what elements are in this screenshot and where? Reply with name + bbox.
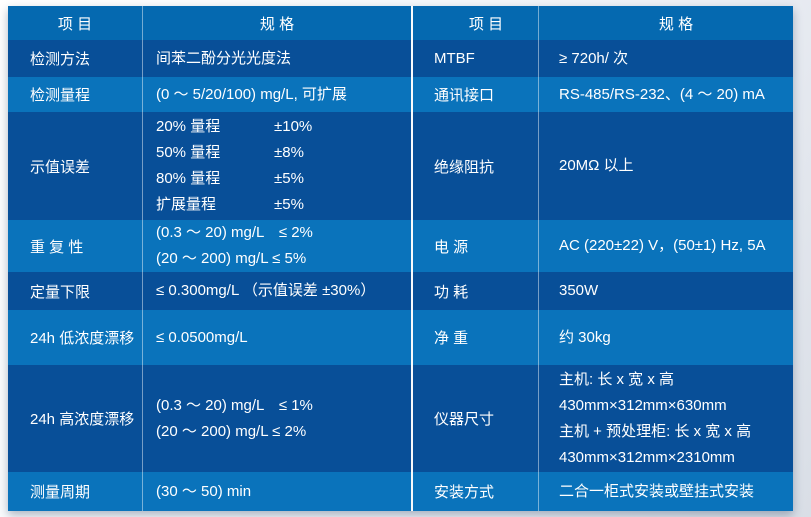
table-row: 仪器尺寸 主机: 长 x 宽 x 高 430mm×312mm×630mm 主机 + 预… xyxy=(413,365,793,472)
spec-line-label: 80% 量程 xyxy=(156,170,221,187)
table-row: 24h 高浓度漂移 (0.3 ～ 20) mg/L ≤ 1% (20 ～ 200) … xyxy=(8,365,411,472)
spec-line-value: ±5% xyxy=(274,196,304,213)
table-row: 功 耗 350W xyxy=(413,272,793,310)
item-cell: 通讯接口 xyxy=(413,77,539,112)
item-cell: 定量下限 xyxy=(8,272,143,310)
spec-cell: ≤ 0.0500mg/L xyxy=(143,310,411,365)
spec-cell: ≥ 720h/ 次 xyxy=(539,40,793,77)
table-right-rows: MTBF ≥ 720h/ 次通讯接口 RS-485/RS-232、(4 ～ 20) … xyxy=(413,40,793,511)
table-row: MTBF ≥ 720h/ 次 xyxy=(413,40,793,77)
item-cell: MTBF xyxy=(413,40,539,77)
spec-line: ≤ 0.300mg/L （示值误差 ±30%） xyxy=(156,282,376,299)
item-cell: 仪器尺寸 xyxy=(413,365,539,472)
spec-line: 间苯二酚分光光度法 xyxy=(156,49,292,67)
spec-line-label: 50% 量程 xyxy=(156,144,221,161)
item-cell: 24h 高浓度漂移 xyxy=(8,365,143,472)
spec-line: 350W xyxy=(559,282,599,299)
spec-cell: 间苯二酚分光光度法 xyxy=(143,40,411,77)
table-row: 绝缘阻抗 20MΩ 以上 xyxy=(413,112,793,220)
table-header-row: 项 目 规 格 xyxy=(8,6,411,40)
spec-line-label: 20% 量程 xyxy=(156,118,221,135)
item-cell: 净 重 xyxy=(413,310,539,365)
table-row: 重 复 性 (0.3 ～ 20) mg/L ≤ 2% (20 ～ 200) mg/L… xyxy=(8,220,411,272)
item-cell: 检测量程 xyxy=(8,77,143,112)
spec-cell: 20MΩ 以上 xyxy=(539,112,793,220)
spec-cell: (0.3 ～ 20) mg/L ≤ 1% (20 ～ 200) mg/L ≤ 2% xyxy=(143,365,411,472)
item-cell: 绝缘阻抗 xyxy=(413,112,539,220)
spec-line: (30 ～ 50) min xyxy=(156,482,252,500)
table-row: 24h 低浓度漂移 ≤ 0.0500mg/L xyxy=(8,310,411,365)
spec-line: 80% 量程 ±5% xyxy=(156,166,407,192)
table-row: 检测量程 (0 ～ 5/20/100) mg/L, 可扩展 xyxy=(8,77,411,112)
spec-line-value: ±8% xyxy=(274,144,304,161)
spec-line: (20 ～ 200) mg/L ≤ 2% xyxy=(156,422,307,440)
table-row: 示值误差 20% 量程 ±10% 50% 量程 ±8% 80% 量程 ±5% 扩展量程 ±5% xyxy=(8,112,411,220)
item-cell: 检测方法 xyxy=(8,40,143,77)
spec-cell: RS-485/RS-232、(4 ～ 20) mA xyxy=(539,77,793,112)
spec-cell: (0 ～ 5/20/100) mg/L, 可扩展 xyxy=(143,77,411,112)
spec-line: AC (220±22) V，(50±1) Hz, 5A xyxy=(559,237,766,254)
table-row: 检测方法 间苯二酚分光光度法 xyxy=(8,40,411,77)
spec-line: 扩展量程 ±5% xyxy=(156,192,407,218)
spec-line: 约 30kg xyxy=(559,328,611,346)
spec-cell: (30 ～ 50) min xyxy=(143,472,411,511)
spec-line: ≥ 720h/ 次 xyxy=(559,49,629,67)
spec-cell: 20% 量程 ±10% 50% 量程 ±8% 80% 量程 ±5% 扩展量程 ±5% xyxy=(143,112,411,220)
spec-cell: 350W xyxy=(539,272,793,310)
spec-cell: 主机: 长 x 宽 x 高 430mm×312mm×630mm 主机 + 预处理柜:… xyxy=(539,365,793,472)
item-cell: 测量周期 xyxy=(8,472,143,511)
header-spec-cell: 规 格 xyxy=(259,15,295,33)
table-header-row: 项 目 规 格 xyxy=(413,6,793,40)
table-row: 测量周期 (30 ～ 50) min xyxy=(8,472,411,511)
spec-line: 20MΩ 以上 xyxy=(559,157,634,174)
item-cell: 功 耗 xyxy=(413,272,539,310)
header-item-cell: 项 目 xyxy=(413,6,539,40)
spec-line: (0 ～ 5/20/100) mg/L, 可扩展 xyxy=(156,85,347,103)
table-left-rows: 检测方法 间苯二酚分光光度法 检测量程 (0 ～ 5/20/100) mg/L, 可扩… xyxy=(8,40,411,511)
table-row: 安装方式 二合一柜式安装或壁挂式安装 xyxy=(413,472,793,511)
spec-line: 二合一柜式安装或壁挂式安装 xyxy=(559,482,755,500)
spec-line: 20% 量程 ±10% xyxy=(156,114,407,140)
spec-cell: ≤ 0.300mg/L （示值误差 ±30%） xyxy=(143,272,411,310)
item-cell: 24h 低浓度漂移 xyxy=(8,310,143,365)
table-row: 净 重 约 30kg xyxy=(413,310,793,365)
spec-line: 主机: 长 x 宽 x 高 xyxy=(559,370,675,388)
item-cell: 安装方式 xyxy=(413,472,539,511)
spec-line: (0.3 ～ 20) mg/L ≤ 1% xyxy=(156,396,313,414)
spec-line: RS-485/RS-232、(4 ～ 20) mA xyxy=(559,85,765,103)
spec-cell: (0.3 ～ 20) mg/L ≤ 2% (20 ～ 200) mg/L ≤ 5% xyxy=(143,220,411,272)
spec-line-value: ±5% xyxy=(274,170,304,187)
spec-cell: 二合一柜式安装或壁挂式安装 xyxy=(539,472,793,511)
spec-line: (20 ～ 200) mg/L ≤ 5% xyxy=(156,250,307,267)
item-cell: 电 源 xyxy=(413,220,539,272)
spec-line-label: 扩展量程 xyxy=(156,196,217,213)
table-left-half: 项 目 规 格 检测方法 间苯二酚分光光度法 检测量程 (0 ～ 5/20/100) … xyxy=(8,6,411,511)
header-item-cell: 项 目 xyxy=(8,6,143,40)
spec-line: 50% 量程 ±8% xyxy=(156,140,407,166)
header-spec-cell: 规 格 xyxy=(658,15,694,33)
spec-line: (0.3 ～ 20) mg/L ≤ 2% xyxy=(156,224,313,241)
item-cell: 重 复 性 xyxy=(8,220,143,272)
spec-cell: AC (220±22) V，(50±1) Hz, 5A xyxy=(539,220,793,272)
table-right-half: 项 目 规 格 MTBF ≥ 720h/ 次通讯接口 RS-485/RS-232、(… xyxy=(411,6,793,511)
spec-line: 430mm×312mm×2310mm xyxy=(559,448,735,466)
table-row: 电 源 AC (220±22) V，(50±1) Hz, 5A xyxy=(413,220,793,272)
spec-line: 430mm×312mm×630mm xyxy=(559,396,727,414)
item-cell: 示值误差 xyxy=(8,112,143,220)
table-row: 通讯接口 RS-485/RS-232、(4 ～ 20) mA xyxy=(413,77,793,112)
table-row: 定量下限 ≤ 0.300mg/L （示值误差 ±30%） xyxy=(8,272,411,310)
spec-line-value: ±10% xyxy=(274,118,313,135)
spec-cell: 约 30kg xyxy=(539,310,793,365)
spec-table: 项 目 规 格 检测方法 间苯二酚分光光度法 检测量程 (0 ～ 5/20/100) … xyxy=(8,6,793,511)
spec-line: 主机 + 预处理柜: 长 x 宽 x 高 xyxy=(559,422,752,440)
spec-line: ≤ 0.0500mg/L xyxy=(156,328,248,346)
